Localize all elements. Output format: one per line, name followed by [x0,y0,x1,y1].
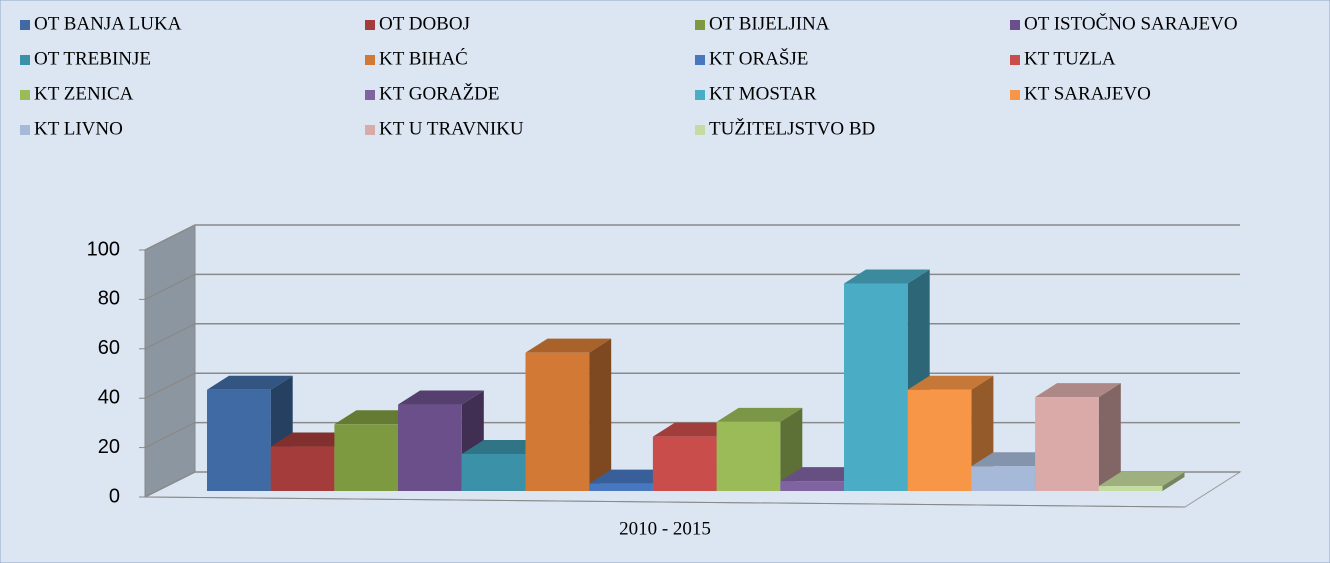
bar-side [1162,472,1185,491]
legend-swatch [20,55,30,65]
legend-label: OT TREBINJE [34,48,151,69]
bar-front [334,424,399,491]
legend-swatch [365,20,375,30]
legend-swatch [695,20,705,30]
legend-label: KT ZENICA [34,83,134,104]
legend-label: OT ISTOČNO SARAJEVO [1024,12,1238,34]
bar-front [525,352,590,491]
bar-top [844,269,930,284]
bar-top [716,407,803,422]
legend-swatch [1010,90,1020,100]
bar-front [461,453,526,491]
bar-front [716,421,781,491]
y-tick-label: 60 [98,337,120,359]
legend-swatch [695,55,705,65]
bar-top [207,375,293,390]
bar-side [1098,383,1121,491]
bar-front [1098,486,1163,491]
legend-swatch [365,90,375,100]
y-tick-label: 80 [98,288,120,310]
bar-front [907,389,972,491]
bar [1035,383,1121,491]
legend-swatch [695,90,705,100]
legend-swatch [20,125,30,135]
bar-front [652,436,717,491]
bar-front [1035,397,1099,491]
y-tick-label: 20 [98,436,120,458]
legend-label: KT TUZLA [1024,48,1116,69]
bar-side [589,338,612,491]
bar-front [971,466,1036,491]
legend-swatch [695,125,705,135]
bar [398,390,484,491]
bar [716,407,803,491]
bar-top [525,338,612,353]
bar-front [780,481,844,491]
legend-label: KT LIVNO [34,118,123,139]
bar-front [398,404,462,491]
legend-label: KT ORAŠJE [709,47,808,69]
bar [907,375,994,491]
bar-top [398,390,484,405]
legend-label: OT BANJA LUKA [34,13,182,34]
bar-front [270,446,335,491]
legend-label: OT DOBOJ [379,13,470,34]
y-tick-label: 40 [98,386,120,408]
x-tick-label: 2010 - 2015 [619,518,711,539]
x-axis [144,496,1186,508]
bar [1098,472,1185,491]
legend-swatch [1010,20,1020,30]
legend-label: OT BIJELJINA [709,13,830,34]
grid-line [144,224,1240,251]
legend-swatch [20,20,30,30]
legend-label: KT SARAJEVO [1024,83,1151,104]
legend-swatch [1010,55,1020,65]
bar-side [780,407,803,491]
legend-label: KT GORAŽDE [379,82,500,104]
legend-swatch [365,125,375,135]
side-wall [144,224,196,498]
bar-front [589,483,653,491]
legend-swatch [365,55,375,65]
legend-label: TUŽITELJSTVO BD [709,117,875,139]
bar [525,338,612,491]
legend-label: KT U TRAVNIKU [379,118,524,139]
y-tick-label: 100 [87,238,120,260]
bar-top [907,375,994,390]
bar-front [844,283,908,491]
bar-top [1098,472,1185,487]
legend-swatch [20,90,30,100]
bar-top [1035,383,1121,398]
y-tick-label: 0 [109,485,120,507]
legend-label: KT MOSTAR [709,83,817,104]
legend-label: KT BIHAĆ [379,47,468,69]
bar-front [207,389,271,491]
